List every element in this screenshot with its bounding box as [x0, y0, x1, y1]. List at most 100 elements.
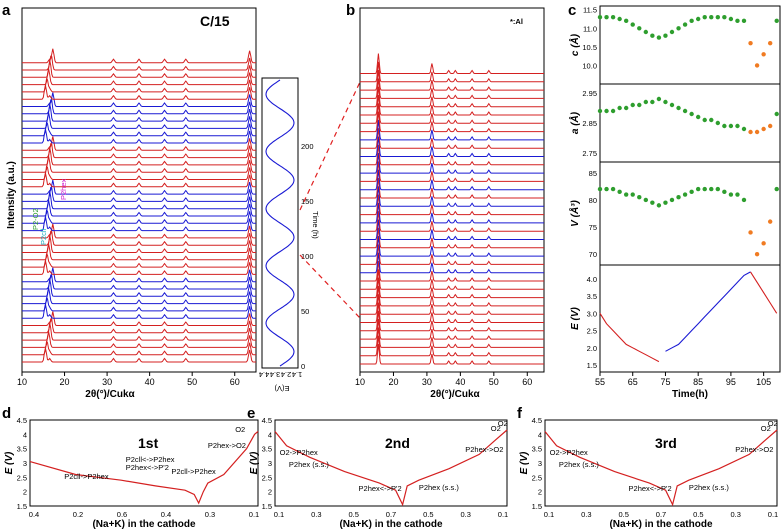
xtick-label: 0.3 [205, 510, 215, 519]
c-voltage-discharge-2 [750, 271, 778, 314]
xrd-trace-a [22, 209, 256, 224]
c-point [610, 108, 616, 114]
c-xtick-label: 105 [756, 377, 771, 387]
xtick-label: 0.1 [274, 510, 284, 519]
c-point [623, 18, 629, 24]
c-point [748, 230, 753, 235]
annotation: P2hex<->P'2 [359, 484, 402, 493]
xrd-trace-a [22, 186, 256, 202]
inset-ytick-label: 150 [301, 197, 314, 206]
xrd-trace-a [22, 235, 256, 253]
c-point [656, 203, 662, 208]
xrd-trace-a [22, 243, 256, 261]
c-point [682, 192, 688, 197]
xrd-trace-a [22, 121, 256, 137]
inset-ytick-label: 100 [301, 252, 314, 261]
panel-a-xlabel: 2θ(°)/Cukα [85, 389, 135, 400]
xrd-trace-a [22, 267, 256, 283]
annotation: O2 [235, 425, 245, 434]
xrd-trace-a [22, 340, 256, 356]
panel-d-ylabel: E (V) [4, 451, 15, 474]
c-point [767, 40, 773, 46]
c-ytick-label: 2.5 [587, 327, 597, 336]
c-sub-ylabel: a (Å) [568, 111, 581, 134]
panel-d-cycle: 1st [138, 435, 159, 451]
xrd-trace-b [360, 294, 544, 315]
c-point [610, 186, 616, 192]
c-point [741, 126, 747, 132]
c-point [676, 26, 681, 31]
xtick-label: 0.6 [117, 510, 127, 519]
inset-xtick-label: 3.4 [270, 370, 280, 379]
xrd-trace-a [22, 78, 256, 93]
c-ytick-label: 1.5 [587, 361, 597, 370]
panel-a-inset: 0 50 100 150 200 4.4 3.4 2.4 1.4 Time (h) E(V) [259, 77, 320, 393]
phase-tag-p2o2: P2-O2 [31, 208, 40, 230]
c-ytick-label: 2.0 [587, 344, 597, 353]
c-point [643, 29, 649, 35]
c-point [669, 102, 675, 108]
xrd-trace-a [22, 128, 256, 144]
xrd-trace-a [22, 230, 256, 246]
xrd-trace-a [22, 68, 256, 86]
xrd-trace-b [360, 227, 544, 249]
panel-f: f E (V) 1.5 2 2.5 3 3.5 4 4.5 0.1 0.3 0.5 0.7 0.5 0.3 0… [517, 405, 778, 530]
xrd-trace-a [22, 85, 256, 100]
annotation: P2hex (s.s.) [689, 483, 730, 492]
ytick-label: 3 [23, 459, 27, 468]
panel-d-letter: d [2, 405, 11, 422]
c-point [774, 111, 779, 117]
c-point [767, 123, 773, 129]
panel-c-letter: c [568, 2, 576, 19]
xtick-label: 0.3 [581, 510, 591, 519]
c-point [748, 40, 753, 46]
c-point [735, 18, 740, 24]
ytick-label: 3.5 [532, 445, 542, 454]
xrd-trace-a [22, 253, 256, 268]
xrd-trace-a [22, 136, 256, 151]
c-point [735, 192, 740, 197]
c-sub-ylabel: V (Å³) [568, 200, 581, 227]
ytick-label: 1.5 [262, 502, 272, 511]
c-point [650, 200, 655, 205]
c-point [663, 200, 668, 205]
c-ytick-label: 3.5 [587, 292, 597, 301]
panel-a-letter: a [2, 2, 11, 19]
c-point [656, 35, 662, 40]
annotation: P2hex<->P'2 [126, 463, 169, 472]
c-xtick-label: 75 [660, 377, 670, 387]
xrd-trace-b [360, 285, 544, 307]
c-point [761, 126, 766, 132]
c-point [604, 186, 609, 192]
c-point [741, 18, 747, 24]
inset-xtick-label: 2.4 [281, 370, 291, 379]
xrd-trace-a [22, 99, 256, 115]
xrd-trace-b [360, 177, 544, 199]
c-point [774, 186, 779, 192]
panel-d-frame [29, 419, 259, 507]
ytick-label: 2 [538, 488, 542, 497]
b-xtick-label: 20 [388, 377, 398, 387]
xrd-trace-b [360, 260, 544, 282]
annotation: O2->P2hex [280, 448, 318, 457]
panel-c-content: c (Å)10.0 10.5 11.0 11.5 a (Å) 2.75 2.85 2.95 V … [568, 6, 780, 387]
annotation: P2hex (s.s.) [289, 460, 330, 469]
xrd-trace-b [360, 111, 544, 133]
xrd-trace-b [360, 211, 544, 232]
xrd-trace-b [360, 86, 544, 108]
voltage-curve-e [274, 429, 508, 507]
xtick-label: 0.5 [423, 510, 433, 519]
ytick-label: 2 [268, 488, 272, 497]
b-xtick-label: 30 [422, 377, 432, 387]
c-ytick-label: 70 [589, 250, 597, 259]
c-ytick-label: 11.0 [583, 24, 597, 33]
c-sub-ylabel: E (V) [570, 306, 581, 329]
xrd-trace-a [22, 143, 256, 159]
xrd-trace-a [22, 156, 256, 173]
xrd-trace-a [22, 347, 256, 363]
annotation: P2hex (s.s.) [419, 483, 460, 492]
annotation: P2hex (s.s.) [559, 460, 600, 469]
connector-bottom [299, 254, 361, 319]
a-xtick-label: 50 [187, 377, 197, 387]
c-ytick-label: 11.5 [583, 6, 597, 15]
